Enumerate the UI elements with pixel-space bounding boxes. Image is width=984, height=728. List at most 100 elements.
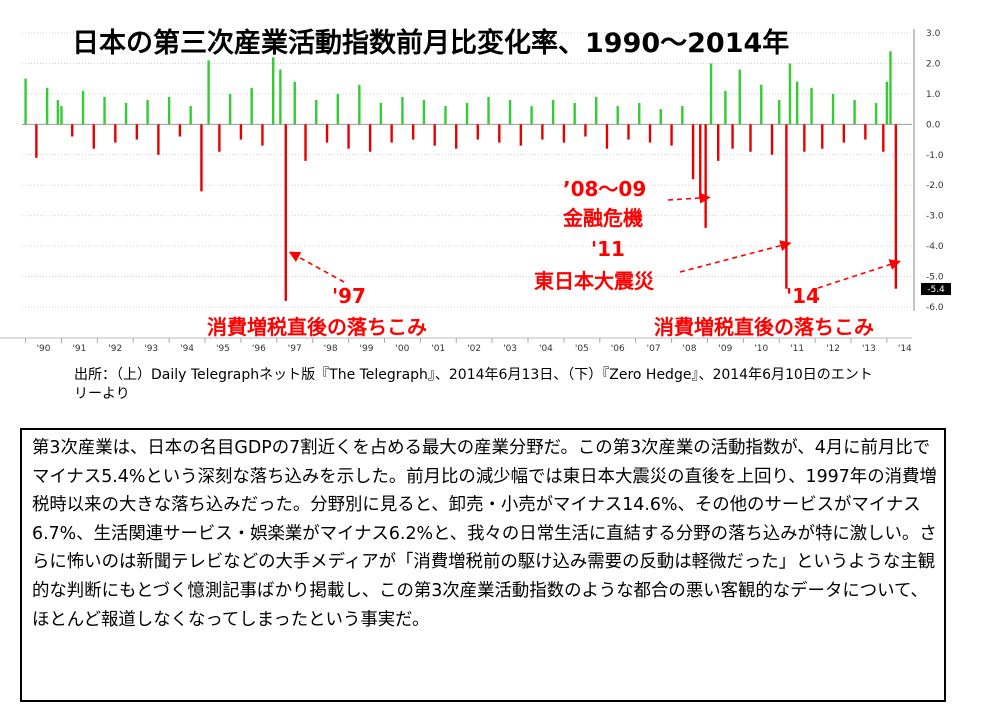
bar: [465, 103, 469, 125]
bar: [71, 124, 74, 137]
annotations: '97 消費増税直後の落ちこみ ’08〜09 金融危機 '11 東日本大震災 '14 消費増税…: [207, 177, 874, 339]
bar: [638, 103, 641, 125]
x-tick-label: '99: [360, 344, 374, 354]
bar: [724, 90, 727, 125]
bar: [81, 90, 85, 125]
bar: [738, 69, 741, 125]
annotation-arrow: [679, 240, 792, 273]
y-tick-label: 0.0: [926, 120, 941, 130]
bar: [803, 124, 806, 152]
annotation-label: 消費増税直後の落ちこみ: [654, 315, 874, 339]
bar: [325, 124, 329, 143]
x-tick-label: '91: [72, 344, 86, 354]
annotation-label: '97: [332, 284, 366, 308]
bar: [390, 124, 393, 143]
bar: [422, 99, 426, 125]
bar: [562, 124, 566, 143]
bar: [24, 78, 27, 125]
bar: [124, 103, 128, 125]
bar: [573, 103, 576, 125]
bar: [795, 81, 799, 125]
bar: [336, 93, 340, 125]
last-value-badge: -5.4: [921, 283, 951, 295]
x-tick-label: '06: [611, 344, 625, 354]
bar: [831, 93, 835, 125]
bar: [60, 106, 63, 125]
bar: [616, 106, 619, 125]
x-tick-label: '00: [395, 344, 409, 354]
chart: 3.0 2.0 1.0 0.0 -1.0 -2.0 -3.0 -4.0 -5.0 -6.0 '90…: [0, 27, 951, 354]
x-tick-label: '12: [826, 344, 840, 354]
bar: [717, 124, 720, 161]
bar: [45, 87, 49, 125]
bar: [411, 124, 415, 140]
bar: [731, 124, 734, 149]
y-tick-label: 1.0: [926, 90, 941, 100]
x-tick-label: '04: [539, 344, 553, 354]
bar: [874, 103, 878, 125]
bar: [648, 124, 652, 143]
x-tick-label: '10: [754, 344, 768, 354]
bar: [157, 124, 160, 155]
x-tick-label: '95: [216, 344, 230, 354]
bar: [272, 57, 275, 125]
annotation-label: '11: [591, 237, 625, 261]
bar: [358, 84, 361, 125]
bar: [239, 124, 243, 140]
annotation-label: 東日本大震災: [534, 269, 655, 293]
x-tick-label: '02: [467, 344, 481, 354]
bar: [167, 96, 171, 125]
bars: [24, 51, 898, 301]
bar: [433, 124, 436, 146]
x-tick-label: '11: [790, 344, 804, 354]
bar: [760, 84, 763, 125]
x-tick-label: '08: [683, 344, 697, 354]
bar: [379, 103, 383, 125]
bar: [35, 124, 38, 158]
bar: [821, 124, 824, 149]
bar: [584, 124, 587, 137]
annotation-arrow: [288, 251, 345, 283]
y-tick-label: -5.0: [926, 273, 944, 283]
bar: [519, 124, 523, 146]
bar: [704, 124, 707, 228]
bar: [785, 124, 788, 289]
bar: [487, 96, 490, 125]
bar: [498, 124, 501, 143]
bar: [551, 99, 555, 125]
bar: [476, 124, 479, 140]
bar: [315, 99, 318, 125]
y-tick-label: 3.0: [926, 29, 941, 39]
annotation-label: 金融危機: [562, 206, 643, 230]
y-tick-label: -6.0: [926, 303, 944, 313]
bar: [92, 124, 95, 149]
bar: [605, 124, 609, 149]
bar: [293, 81, 296, 125]
bar: [279, 69, 282, 125]
gridlines: [22, 29, 915, 311]
x-axis: '90 '91 '92 '93 '94 '95 '96 '97 '98 '99 '00 '01 '02 '…: [0, 337, 912, 354]
annotation-arrows: [288, 192, 901, 289]
y-tick-label: -4.0: [926, 242, 944, 252]
bar: [178, 124, 182, 137]
bar: [885, 81, 889, 125]
bar: [842, 124, 846, 143]
annotation-arrow: [817, 259, 901, 289]
bar: [347, 124, 350, 149]
bar: [889, 51, 892, 125]
chart-title: 日本の第三次産業活動指数前月比変化率、1990〜2014年: [72, 27, 789, 59]
x-tick-label: '93: [144, 344, 158, 354]
bar: [864, 124, 867, 140]
y-tick-label: 2.0: [926, 59, 941, 69]
x-tick-label: '13: [862, 344, 876, 354]
bar: [284, 124, 287, 301]
bar: [681, 106, 684, 125]
bar: [401, 96, 404, 125]
bar: [455, 124, 458, 149]
bar: [250, 87, 253, 125]
annotation-label: 消費増税直後の落ちこみ: [207, 315, 427, 339]
x-tick-label: '94: [180, 344, 194, 354]
bar: [853, 99, 856, 125]
annotation-label: ’08〜09: [563, 177, 646, 201]
bar: [788, 63, 792, 125]
